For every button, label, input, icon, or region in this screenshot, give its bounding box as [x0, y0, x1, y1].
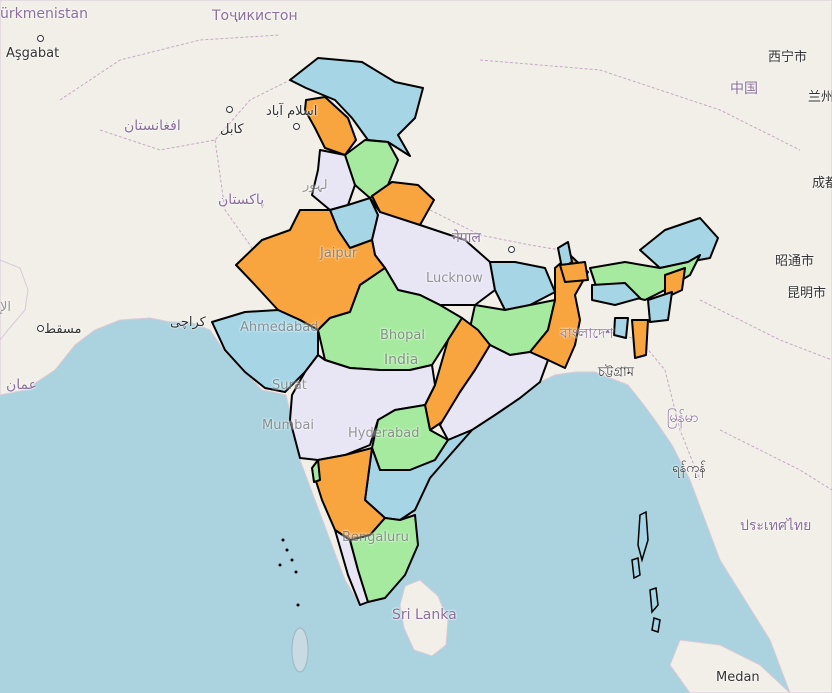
label-uae-edge: الإ	[0, 300, 12, 315]
label-medan: Medan	[716, 670, 760, 685]
label-hyderabad: Hyderabad	[348, 426, 420, 441]
label-china: 中国	[730, 81, 758, 97]
label-tajikistan: Тоҷикистон	[212, 8, 298, 24]
state-mizoram[interactable]	[631, 319, 649, 359]
label-myanmar: မြန်မာ	[667, 410, 699, 426]
label-nepal: नेपाल	[452, 230, 481, 246]
label-sri-lanka: Sri Lanka	[392, 607, 457, 623]
label-ahmedabad: Ahmedabad	[240, 320, 319, 335]
state-maharashtra[interactable]	[289, 354, 436, 461]
state-manipur[interactable]	[647, 291, 673, 323]
label-bangladesh: বাংলাদেশ	[560, 326, 614, 342]
label-india: India	[384, 352, 419, 368]
label-lanzhou: 兰州	[808, 90, 832, 105]
maldives	[291, 627, 309, 673]
state-odisha[interactable]	[439, 344, 549, 441]
kathmandu-dot	[508, 246, 515, 253]
label-zhaotong: 昭通市	[775, 254, 815, 269]
state-tamil-nadu[interactable]	[349, 514, 419, 603]
land-sumatra	[669, 639, 791, 693]
land-sri-lanka	[399, 579, 449, 657]
label-yangon: ရန်ကုန်	[672, 461, 706, 476]
label-afghanistan: افغانستان	[124, 118, 181, 134]
label-mumbai: Mumbai	[262, 418, 314, 433]
label-kabul: کابل	[220, 122, 244, 137]
label-surat: Surat	[272, 378, 307, 393]
state-nagaland[interactable]	[664, 267, 686, 299]
country-borders	[59, 34, 832, 491]
label-chengdu: 成都	[812, 176, 832, 191]
label-kunming: 昆明市	[787, 286, 827, 301]
state-bihar[interactable]	[489, 261, 556, 311]
andaman-nicobar-islands	[631, 510, 661, 633]
label-turkmenistan: ürkmenistan	[0, 6, 88, 22]
label-oman: عمان	[6, 377, 37, 393]
lakshadweep-islands	[278, 538, 300, 607]
ashgabat-dot	[37, 35, 44, 42]
label-bhopal: Bhopal	[380, 328, 425, 343]
land-oman	[0, 259, 29, 341]
label-xining: 西宁市	[768, 50, 808, 65]
label-jaipur: Jaipur	[320, 246, 358, 261]
label-thailand: ประเทศไทย	[740, 518, 812, 534]
label-ashgabat: Aşgabat	[6, 46, 60, 61]
label-muscat: مسقط	[44, 322, 82, 337]
label-lahore: لہور	[303, 178, 328, 193]
state-jammu-kashmir[interactable]	[289, 57, 424, 157]
state-goa[interactable]	[311, 459, 321, 483]
india-states	[211, 57, 719, 606]
state-tripura[interactable]	[613, 317, 629, 339]
kabul-dot	[226, 106, 233, 113]
islamabad-dot	[293, 123, 300, 130]
label-pakistan: پاکستان	[218, 192, 265, 208]
label-karachi: کراچی	[170, 315, 206, 330]
muscat-dot	[37, 325, 44, 332]
label-bengaluru: Bengaluru	[342, 530, 409, 545]
label-lucknow: Lucknow	[426, 271, 483, 286]
label-islamabad: اسلام آباد	[266, 104, 318, 119]
state-sikkim[interactable]	[557, 241, 573, 269]
state-ne-small-orange[interactable]	[559, 261, 589, 283]
state-meghalaya[interactable]	[591, 282, 641, 306]
label-chattogram: চট্টগ্রাম	[598, 365, 634, 380]
